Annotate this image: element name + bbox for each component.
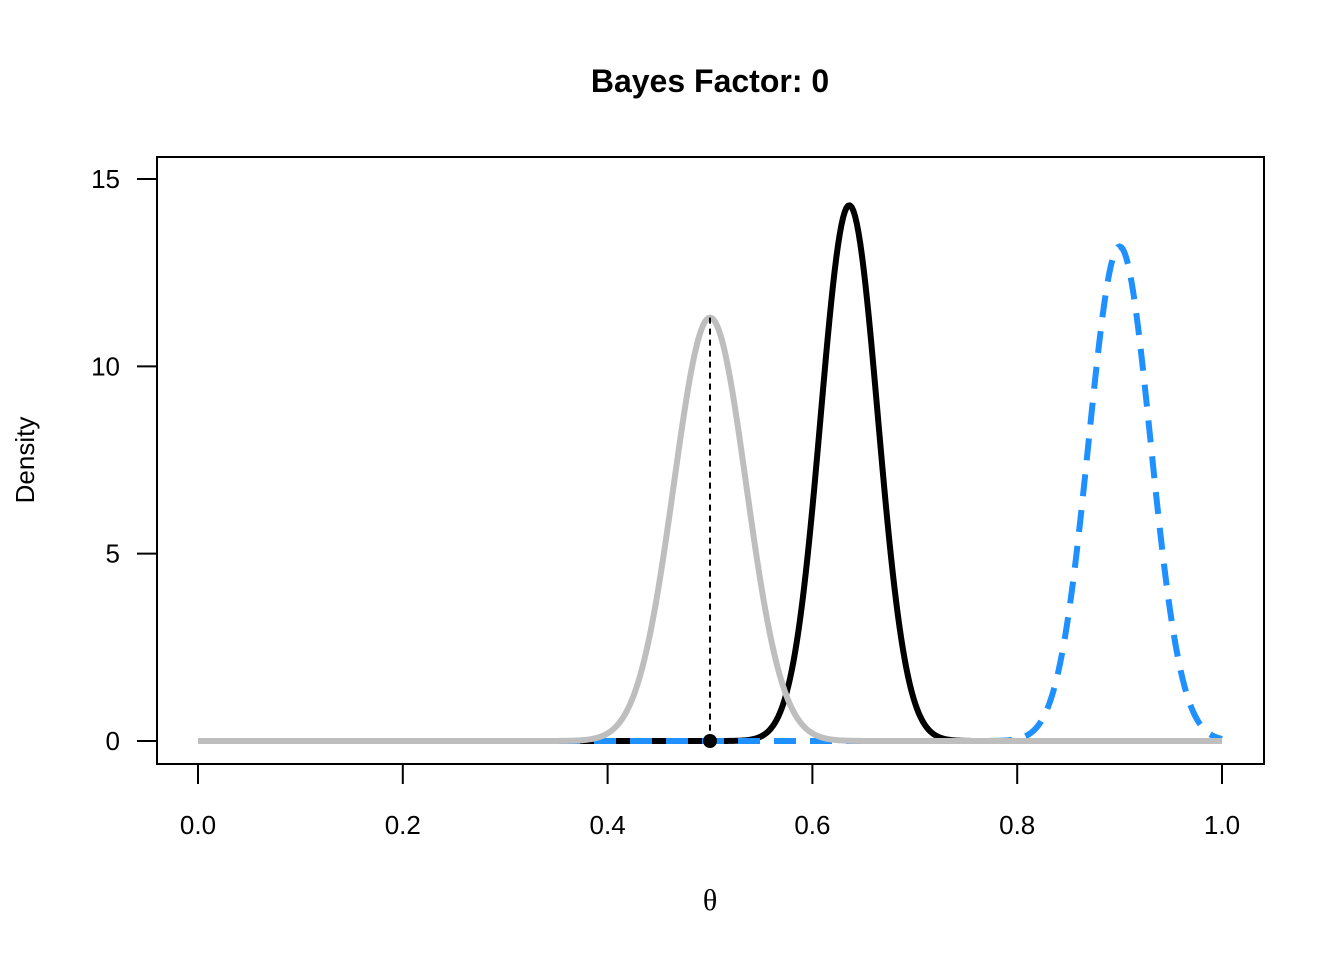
x-axis: 0.0 0.2 0.4 0.6 0.8 1.0 (180, 763, 1240, 840)
chart-title: Bayes Factor: 0 (591, 63, 829, 99)
y-axis: 0 5 10 15 (91, 164, 158, 756)
y-tick-label: 10 (91, 351, 120, 381)
y-tick-label: 15 (91, 164, 120, 194)
x-tick-label: 0.6 (794, 810, 830, 840)
x-axis-label: θ (703, 884, 717, 917)
y-tick-label: 0 (106, 726, 120, 756)
reference-point (703, 734, 717, 748)
x-tick-label: 0.2 (385, 810, 421, 840)
x-tick-label: 0.8 (999, 810, 1035, 840)
y-tick-label: 5 (106, 539, 120, 569)
x-tick-label: 0.0 (180, 810, 216, 840)
x-tick-label: 1.0 (1204, 810, 1240, 840)
reference-layer (703, 317, 717, 748)
y-axis-label: Density (10, 417, 40, 504)
x-tick-label: 0.4 (590, 810, 626, 840)
